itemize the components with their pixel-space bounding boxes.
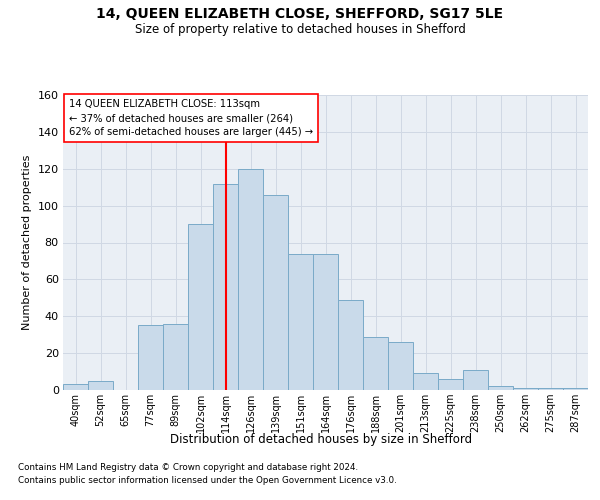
Bar xyxy=(163,324,188,390)
Bar xyxy=(563,388,588,390)
Bar xyxy=(413,374,438,390)
Bar xyxy=(338,300,363,390)
Bar xyxy=(138,326,163,390)
Text: Size of property relative to detached houses in Shefford: Size of property relative to detached ho… xyxy=(134,22,466,36)
Bar xyxy=(213,184,238,390)
Bar xyxy=(463,370,488,390)
Text: 14 QUEEN ELIZABETH CLOSE: 113sqm
← 37% of detached houses are smaller (264)
62% : 14 QUEEN ELIZABETH CLOSE: 113sqm ← 37% o… xyxy=(70,100,313,138)
Text: Contains public sector information licensed under the Open Government Licence v3: Contains public sector information licen… xyxy=(18,476,397,485)
Bar xyxy=(238,169,263,390)
Bar xyxy=(538,388,563,390)
Bar xyxy=(363,336,388,390)
Bar xyxy=(438,379,463,390)
Bar xyxy=(313,254,338,390)
Bar xyxy=(388,342,413,390)
Bar xyxy=(63,384,88,390)
Bar xyxy=(263,194,288,390)
Text: Distribution of detached houses by size in Shefford: Distribution of detached houses by size … xyxy=(170,432,472,446)
Text: Contains HM Land Registry data © Crown copyright and database right 2024.: Contains HM Land Registry data © Crown c… xyxy=(18,464,358,472)
Bar xyxy=(513,388,538,390)
Bar xyxy=(88,381,113,390)
Bar xyxy=(188,224,213,390)
Bar xyxy=(288,254,313,390)
Y-axis label: Number of detached properties: Number of detached properties xyxy=(22,155,32,330)
Bar xyxy=(488,386,513,390)
Text: 14, QUEEN ELIZABETH CLOSE, SHEFFORD, SG17 5LE: 14, QUEEN ELIZABETH CLOSE, SHEFFORD, SG1… xyxy=(97,8,503,22)
